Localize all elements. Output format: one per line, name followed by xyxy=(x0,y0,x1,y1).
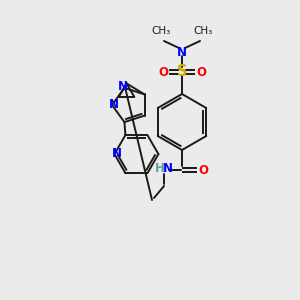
Text: O: O xyxy=(198,164,208,176)
Text: N: N xyxy=(111,147,122,160)
Text: N: N xyxy=(177,46,187,59)
Text: H: H xyxy=(155,163,165,176)
Text: N: N xyxy=(109,98,119,110)
Text: CH₃: CH₃ xyxy=(152,26,171,36)
Text: N: N xyxy=(117,80,128,93)
Text: CH₃: CH₃ xyxy=(194,26,213,36)
Text: O: O xyxy=(158,65,168,79)
Text: S: S xyxy=(177,64,187,80)
Text: O: O xyxy=(196,65,206,79)
Text: N: N xyxy=(163,163,173,176)
